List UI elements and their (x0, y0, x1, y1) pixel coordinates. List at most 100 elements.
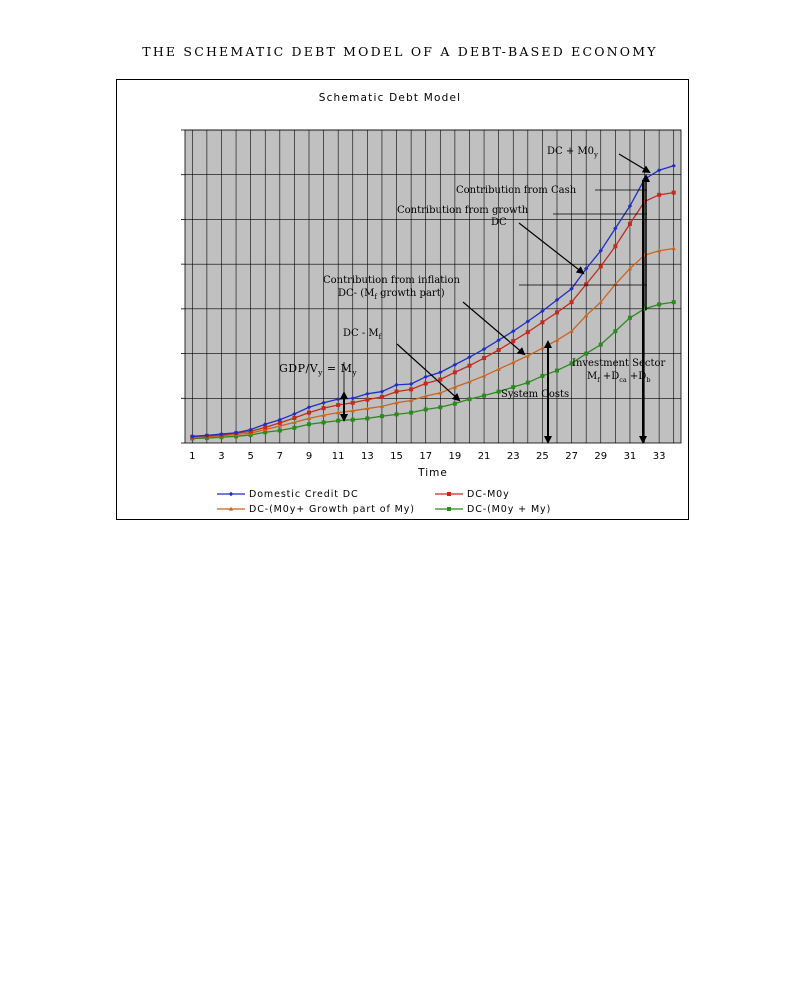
data-point (613, 244, 618, 249)
series-line (192, 247, 674, 439)
data-point (394, 400, 399, 405)
legend-item: DC-M0y (435, 489, 510, 500)
data-point (307, 422, 311, 427)
series-4 (190, 300, 676, 441)
data-point (233, 430, 239, 435)
annotations: DC + M0y Contribution from Cash Contribu… (279, 146, 666, 444)
data-point (292, 425, 297, 430)
data-point (671, 300, 676, 305)
data-point (447, 492, 451, 496)
data-point (569, 300, 574, 305)
label-dc-mf: DC - Mf (343, 328, 383, 341)
data-point (306, 416, 312, 421)
series-2 (190, 190, 676, 439)
data-point (598, 342, 603, 347)
x-tick-label: 9 (306, 451, 312, 462)
data-point (511, 339, 516, 344)
data-point (671, 246, 676, 251)
arrow-dc-m0y (618, 153, 651, 174)
data-point (394, 382, 399, 388)
label-growth-1: Contribution from growth (397, 205, 529, 216)
plot-border (184, 129, 682, 444)
data-point (525, 330, 530, 335)
data-point (379, 389, 385, 394)
data-point (598, 264, 603, 269)
legend-label: DC-(M0y+ Growth part of My) (249, 504, 415, 515)
data-point (452, 362, 458, 367)
data-point (584, 351, 589, 356)
data-point (365, 416, 370, 421)
data-point (248, 427, 253, 432)
data-point (555, 310, 559, 315)
label-cash: Contribution from Cash (456, 185, 577, 196)
data-point (423, 393, 428, 398)
series-line (192, 165, 674, 437)
data-point (642, 306, 647, 311)
data-point (263, 425, 268, 430)
x-tick-label: 29 (594, 451, 607, 462)
data-point (306, 405, 312, 410)
data-point (447, 507, 451, 511)
label-growth-2: DC (491, 217, 507, 228)
data-point (379, 404, 385, 408)
data-point (438, 377, 443, 382)
x-tick-label: 25 (536, 451, 549, 462)
data-point (228, 491, 234, 497)
x-tick-label: 27 (565, 451, 578, 462)
label-inflation-2: DC- (Mf growth part) (338, 288, 445, 301)
data-point (350, 396, 355, 401)
data-point (554, 337, 560, 342)
data-point (657, 302, 662, 307)
data-point (277, 428, 282, 433)
data-point (555, 368, 559, 373)
data-point (467, 397, 472, 402)
data-point (554, 297, 560, 303)
label-system-costs: System Costs (501, 389, 569, 400)
data-point (642, 199, 647, 204)
legend-label: DC-M0y (467, 489, 510, 500)
x-tick-labels: 1 3 5 7 9 11 13 15 17 19 21 23 25 27 29 31 33 (189, 451, 665, 462)
data-point (657, 192, 662, 197)
data-point (613, 329, 618, 334)
data-point (496, 337, 501, 343)
x-tick-label: 17 (419, 451, 432, 462)
data-point (335, 410, 341, 415)
x-tick-label: 3 (218, 451, 224, 462)
label-inflation-1: Contribution from inflation (323, 275, 460, 286)
data-point (409, 387, 414, 392)
series-layer (190, 163, 676, 441)
data-point (423, 381, 428, 386)
data-point (350, 417, 355, 422)
data-point (219, 431, 224, 437)
data-point (321, 400, 326, 405)
data-point (379, 394, 384, 399)
data-point (496, 347, 501, 352)
data-point (423, 374, 428, 380)
legend: Domestic Credit DC DC-M0y DC-(M0y+ Growth … (217, 489, 550, 515)
data-point (248, 432, 253, 437)
x-tick-label: 5 (247, 451, 253, 462)
data-point (408, 381, 414, 387)
axes (181, 129, 682, 444)
chart-frame: Schematic Debt Model DC + M0y Contr (116, 79, 689, 520)
data-point (525, 353, 531, 358)
data-point (467, 354, 472, 360)
data-point (350, 400, 355, 405)
data-point (277, 417, 283, 422)
label-dc-m0y: DC + M0y (547, 146, 598, 159)
arrow-dc-mf (396, 343, 461, 402)
data-point (496, 367, 501, 371)
data-point (423, 407, 428, 412)
data-point (228, 506, 234, 511)
data-point (540, 373, 545, 378)
data-point (656, 168, 662, 173)
data-point (365, 397, 370, 402)
data-point (511, 385, 516, 390)
data-point (263, 430, 268, 435)
data-point (627, 203, 633, 209)
data-point (452, 401, 457, 406)
data-point (263, 422, 268, 427)
data-point (482, 356, 487, 361)
x-tick-label: 11 (332, 451, 345, 462)
data-point (277, 420, 282, 425)
